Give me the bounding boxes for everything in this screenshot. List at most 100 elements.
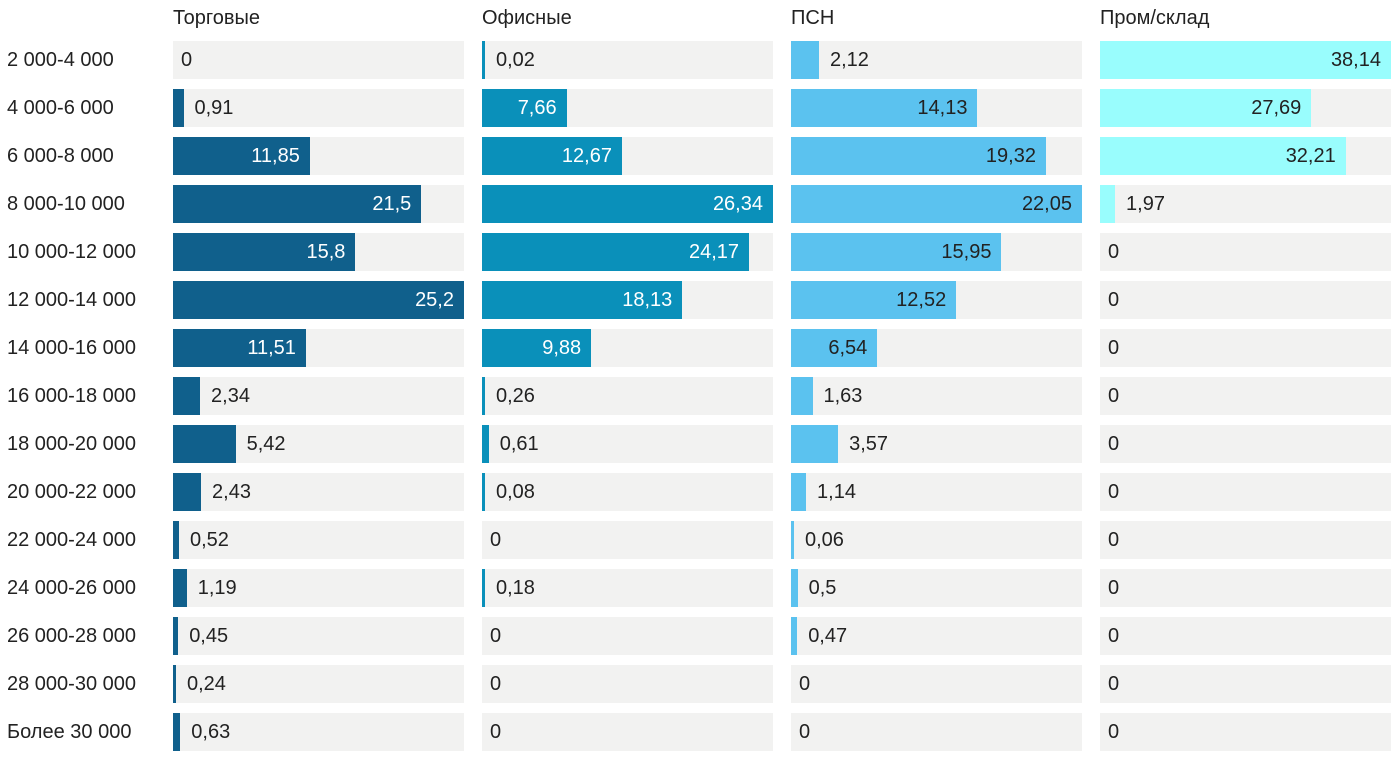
bar-track: 5,42 bbox=[173, 425, 464, 463]
value-label: 0 bbox=[490, 625, 502, 647]
bar: 26,34 bbox=[482, 185, 773, 223]
category-label: 22 000-24 000 bbox=[7, 529, 137, 551]
category-label: 6 000-8 000 bbox=[7, 145, 114, 167]
bar bbox=[791, 521, 794, 559]
value-label: 0,47 bbox=[808, 625, 848, 647]
chart-row: 22 000-24 000 0,52 0 0,06 0 bbox=[7, 516, 1391, 564]
bar-track: 32,21 bbox=[1100, 137, 1391, 175]
chart-row: 2 000-4 000 0 0,02 2,12 38,14 bbox=[7, 36, 1391, 84]
bar: 27,69 bbox=[1100, 89, 1312, 127]
bar-track: 7,66 bbox=[482, 89, 773, 127]
bar-track: 0 bbox=[791, 665, 1082, 703]
series-header-ofisnye: Офисные bbox=[482, 7, 572, 29]
bar bbox=[173, 521, 179, 559]
bar bbox=[173, 617, 179, 655]
value-label: 0 bbox=[490, 721, 502, 743]
value-label: 14,13 bbox=[917, 97, 968, 119]
bar bbox=[173, 89, 184, 127]
bar: 24,17 bbox=[482, 233, 750, 271]
chart-row: 10 000-12 000 15,8 24,17 15,95 0 bbox=[7, 228, 1391, 276]
column-headers: Торговые Офисные ПСН Пром/склад bbox=[7, 5, 1391, 32]
bar-track: 15,95 bbox=[791, 233, 1082, 271]
bar-track: 6,54 bbox=[791, 329, 1082, 367]
bar bbox=[482, 425, 489, 463]
bar-track: 3,57 bbox=[791, 425, 1082, 463]
bar-track: 12,67 bbox=[482, 137, 773, 175]
bar-track: 27,69 bbox=[1100, 89, 1391, 127]
bar-track: 0,24 bbox=[173, 665, 464, 703]
value-label: 19,32 bbox=[985, 145, 1036, 167]
bar-track: 14,13 bbox=[791, 89, 1082, 127]
bar bbox=[482, 41, 485, 79]
bar bbox=[791, 425, 839, 463]
value-label: 11,51 bbox=[247, 337, 296, 359]
value-label: 15,95 bbox=[941, 241, 992, 263]
bar-track: 0 bbox=[1100, 713, 1391, 751]
value-label: 1,97 bbox=[1126, 193, 1165, 215]
bar: 19,32 bbox=[791, 137, 1046, 175]
bar-track: 12,52 bbox=[791, 281, 1082, 319]
bar-track: 0 bbox=[1100, 281, 1391, 319]
value-label: 0 bbox=[181, 49, 193, 71]
series-header-psn: ПСН bbox=[791, 7, 835, 29]
bar bbox=[791, 473, 807, 511]
bar: 11,85 bbox=[173, 137, 310, 175]
bar-track: 1,14 bbox=[791, 473, 1082, 511]
category-label: Более 30 000 bbox=[7, 721, 132, 743]
value-label: 9,88 bbox=[542, 337, 582, 359]
value-label: 0 bbox=[1108, 433, 1120, 455]
value-label: 0 bbox=[490, 529, 502, 551]
bar: 7,66 bbox=[482, 89, 567, 127]
series-header-prom-sklad: Пром/склад bbox=[1100, 7, 1210, 29]
bar bbox=[173, 473, 202, 511]
bar-track: 9,88 bbox=[482, 329, 773, 367]
value-label: 3,57 bbox=[849, 433, 889, 455]
value-label: 2,43 bbox=[212, 481, 251, 503]
value-label: 7,66 bbox=[517, 97, 557, 119]
header-gutter bbox=[7, 5, 155, 32]
bar-track: 0 bbox=[1100, 233, 1391, 271]
bar bbox=[173, 665, 176, 703]
bar-track: 1,19 bbox=[173, 569, 464, 607]
value-label: 0 bbox=[799, 721, 811, 743]
value-label: 5,42 bbox=[246, 433, 286, 455]
bar bbox=[482, 569, 485, 607]
bar-track: 25,2 bbox=[173, 281, 464, 319]
bar: 32,21 bbox=[1100, 137, 1346, 175]
value-label: 0 bbox=[1108, 385, 1120, 407]
bar-track: 0,52 bbox=[173, 521, 464, 559]
chart-rows: 2 000-4 000 0 0,02 2,12 38,14 4 000-6 000 0,91… bbox=[7, 36, 1391, 756]
value-label: 25,2 bbox=[415, 289, 454, 311]
bar-track: 0 bbox=[482, 713, 773, 751]
category-label: 12 000-14 000 bbox=[7, 289, 137, 311]
chart-row: 4 000-6 000 0,91 7,66 14,13 27,69 bbox=[7, 84, 1391, 132]
category-label: 8 000-10 000 bbox=[7, 193, 125, 215]
bar-track: 0 bbox=[482, 617, 773, 655]
category-label: 18 000-20 000 bbox=[7, 433, 137, 455]
value-label: 12,52 bbox=[896, 289, 947, 311]
bar-track: 0 bbox=[791, 713, 1082, 751]
chart-row: 26 000-28 000 0,45 0 0,47 0 bbox=[7, 612, 1391, 660]
bar-track: 2,43 bbox=[173, 473, 464, 511]
bar-track: 0,02 bbox=[482, 41, 773, 79]
bar-track: 0,91 bbox=[173, 89, 464, 127]
bar-track: 0 bbox=[1100, 617, 1391, 655]
chart-row: 14 000-16 000 11,51 9,88 6,54 0 bbox=[7, 324, 1391, 372]
bar: 9,88 bbox=[482, 329, 592, 367]
value-label: 2,34 bbox=[211, 385, 250, 407]
bar: 18,13 bbox=[482, 281, 683, 319]
value-label: 11,85 bbox=[251, 145, 300, 167]
chart-row: 20 000-22 000 2,43 0,08 1,14 0 bbox=[7, 468, 1391, 516]
value-label: 0,91 bbox=[194, 97, 234, 119]
value-label: 2,12 bbox=[829, 49, 869, 71]
value-label: 0 bbox=[1108, 337, 1120, 359]
bar-track: 0,18 bbox=[482, 569, 773, 607]
value-label: 0,24 bbox=[187, 673, 226, 695]
bar: 15,8 bbox=[173, 233, 356, 271]
bar bbox=[1100, 185, 1116, 223]
value-label: 27,69 bbox=[1251, 97, 1302, 119]
category-label: 28 000-30 000 bbox=[7, 673, 137, 695]
value-label: 22,05 bbox=[1021, 193, 1072, 215]
bar-track: 0,06 bbox=[791, 521, 1082, 559]
